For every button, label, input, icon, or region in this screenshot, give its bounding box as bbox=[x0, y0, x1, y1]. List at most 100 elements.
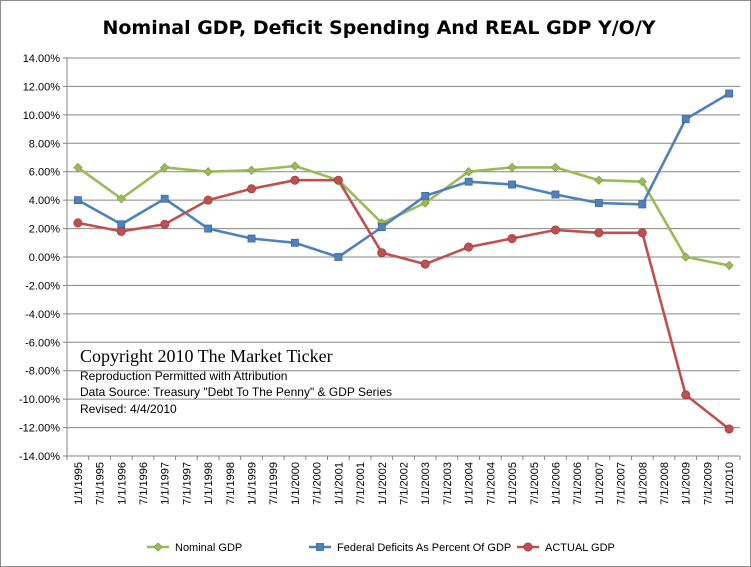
y-tick-label: 6.00% bbox=[29, 167, 60, 179]
y-tick-label: 2.00% bbox=[29, 224, 60, 236]
data-point-circle bbox=[724, 424, 734, 434]
x-tick-label: 7/1/1997 bbox=[181, 462, 193, 505]
data-point-diamond bbox=[637, 177, 647, 187]
data-point-square bbox=[204, 224, 213, 233]
data-point-circle bbox=[550, 225, 560, 235]
data-point-square bbox=[117, 220, 126, 229]
y-tick-label: 14.00% bbox=[23, 53, 61, 65]
y-tick-label: 4.00% bbox=[29, 195, 60, 207]
revised-annotation: Revised: 4/4/2010 bbox=[80, 402, 177, 416]
x-tick-label: 1/1/1999 bbox=[247, 462, 259, 505]
y-tick-label: -10.00% bbox=[19, 394, 60, 406]
x-tick-label: 7/1/2004 bbox=[485, 462, 497, 505]
x-tick-label: 1/1/2005 bbox=[507, 462, 519, 505]
data-point-diamond bbox=[203, 167, 213, 177]
data-point-diamond bbox=[160, 162, 170, 173]
data-point-square bbox=[464, 177, 473, 186]
legend-item: Nominal GDP bbox=[147, 542, 242, 554]
data-point-circle bbox=[507, 234, 517, 244]
legend-label: Nominal GDP bbox=[175, 542, 242, 554]
x-tick-label: 7/1/2009 bbox=[702, 462, 714, 505]
x-tick-label: 7/1/2000 bbox=[312, 462, 324, 505]
y-tick-label: -2.00% bbox=[25, 280, 60, 292]
data-point-circle bbox=[73, 218, 83, 228]
x-tick-label: 7/1/2003 bbox=[442, 462, 454, 505]
x-tick-label: 7/1/1996 bbox=[138, 462, 150, 505]
y-tick-label: -14.00% bbox=[19, 451, 60, 463]
data-point-circle bbox=[203, 195, 213, 205]
copyright-annotation: Copyright 2010 The Market Ticker bbox=[80, 346, 333, 366]
data-point-square bbox=[160, 194, 169, 203]
data-point-circle bbox=[523, 542, 533, 552]
x-tick-label: 1/1/1998 bbox=[203, 462, 215, 505]
x-tick-label: 7/1/1998 bbox=[225, 462, 237, 505]
x-tick-label: 1/1/1995 bbox=[73, 462, 85, 505]
data-point-square bbox=[377, 223, 386, 232]
y-tick-label: 10.00% bbox=[23, 110, 61, 122]
data-point-diamond bbox=[681, 252, 691, 262]
data-point-square bbox=[594, 199, 603, 207]
x-tick-label: 7/1/2008 bbox=[659, 462, 671, 505]
series-lines bbox=[73, 89, 734, 434]
legend-item: ACTUAL GDP bbox=[517, 542, 615, 554]
y-tick-label: 8.00% bbox=[29, 138, 60, 150]
data-point-square bbox=[291, 238, 299, 247]
x-tick-label: 7/1/2005 bbox=[529, 462, 541, 505]
data-point-diamond bbox=[73, 162, 83, 173]
data-point-circle bbox=[377, 248, 387, 258]
data-point-square bbox=[508, 180, 516, 189]
series-circle bbox=[73, 175, 734, 434]
y-tick-label: 12.00% bbox=[23, 81, 61, 93]
data-point-diamond bbox=[507, 162, 517, 173]
x-tick-label: 1/1/2010 bbox=[724, 462, 736, 505]
x-tick-label: 7/1/2006 bbox=[572, 462, 584, 505]
data-point-diamond bbox=[464, 167, 474, 177]
data-point-square bbox=[73, 196, 82, 205]
data-point-circle bbox=[160, 219, 170, 229]
data-point-circle bbox=[247, 184, 257, 194]
series-line bbox=[77, 178, 730, 431]
legend: Nominal GDP Federal Deficits As Percent O… bbox=[147, 542, 615, 554]
data-point-diamond bbox=[420, 198, 430, 208]
x-tick-label: 1/1/2004 bbox=[464, 462, 476, 505]
x-tick-label: 7/1/1995 bbox=[95, 462, 107, 505]
data-point-square bbox=[421, 191, 430, 200]
data-point-circle bbox=[333, 175, 343, 185]
x-tick-label: 1/1/2000 bbox=[290, 462, 302, 505]
data-point-diamond bbox=[724, 260, 734, 271]
data-point-diamond bbox=[550, 162, 561, 173]
x-tick-label: 1/1/2001 bbox=[333, 462, 345, 505]
data-point-square bbox=[638, 200, 647, 209]
y-tick-label: -8.00% bbox=[25, 366, 60, 378]
data-point-diamond bbox=[246, 165, 257, 175]
x-tick-label: 7/1/2007 bbox=[616, 462, 628, 505]
reproduction-annotation: Reproduction Permitted with Attribution bbox=[80, 369, 287, 383]
data-point-circle bbox=[420, 259, 430, 269]
y-axis: 14.00% 12.00% 10.00% 8.00% 6.00% 4.00% 2.00% 0.… bbox=[19, 53, 68, 463]
data-point-square bbox=[334, 253, 343, 261]
data-point-diamond bbox=[116, 194, 126, 204]
legend-label: Federal Deficits As Percent Of GDP bbox=[337, 542, 511, 554]
y-tick-label: 0.00% bbox=[29, 252, 60, 264]
annotation-block: Copyright 2010 The Market Ticker Reprodu… bbox=[80, 346, 392, 416]
data-point-diamond bbox=[153, 542, 163, 552]
x-tick-label: 1/1/2007 bbox=[594, 462, 606, 505]
y-tick-label: -12.00% bbox=[19, 423, 60, 435]
data-point-circle bbox=[637, 228, 647, 238]
data-point-square bbox=[681, 115, 690, 124]
x-tick-label: 1/1/1996 bbox=[116, 462, 128, 505]
data-point-circle bbox=[464, 242, 474, 252]
data-point-diamond bbox=[290, 161, 300, 171]
x-tick-label: 1/1/1997 bbox=[160, 462, 172, 505]
x-axis: 1/1/1995 7/1/1995 1/1/1996 7/1/1996 1/1/1997… bbox=[66, 256, 741, 505]
chart-title: Nominal GDP, Deficit Spending And REAL G… bbox=[102, 17, 655, 39]
data-point-square bbox=[247, 234, 256, 243]
y-tick-label: -4.00% bbox=[25, 309, 60, 321]
data-point-square bbox=[725, 89, 734, 98]
x-tick-label: 1/1/2006 bbox=[550, 462, 562, 505]
legend-label: ACTUAL GDP bbox=[545, 542, 615, 554]
x-tick-label: 1/1/2008 bbox=[637, 462, 649, 505]
data-point-circle bbox=[594, 228, 604, 238]
